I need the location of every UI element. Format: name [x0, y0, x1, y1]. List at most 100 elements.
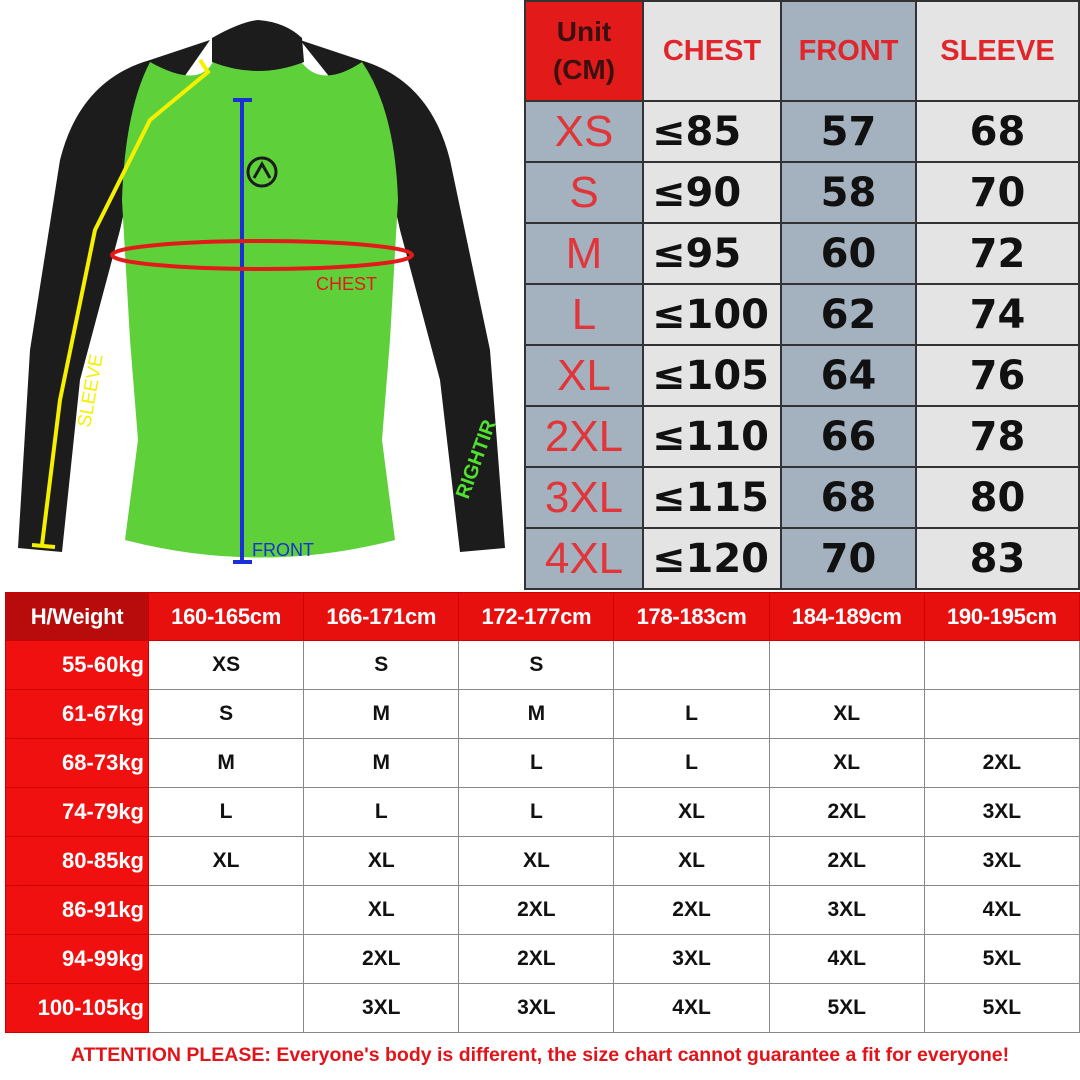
size-cell: 4XL	[524, 527, 644, 590]
fit-size-cell: 2XL	[923, 738, 1080, 788]
height-header: 178-183cm	[613, 592, 770, 641]
chest-label: CHEST	[316, 274, 377, 294]
chest-line	[110, 239, 414, 271]
size-row: XS ≤85 57 68	[524, 100, 1080, 163]
fit-size-cell: XL	[303, 836, 460, 886]
fit-size-cell	[147, 934, 305, 984]
fit-size-cell: L	[458, 738, 615, 788]
left-sleeve	[18, 40, 210, 552]
fit-size-cell: 3XL	[923, 787, 1080, 837]
chest-cell: ≤120	[642, 527, 782, 590]
size-cell: L	[524, 283, 644, 346]
weight-header: 55-60kg	[5, 640, 149, 690]
attention-notice: ATTENTION PLEASE: Everyone's body is dif…	[70, 1044, 1010, 1066]
chest-header: CHEST	[642, 0, 782, 102]
fit-size-cell: 5XL	[923, 983, 1080, 1033]
fit-size-cell	[923, 640, 1080, 690]
chest-cell: ≤110	[642, 405, 782, 468]
fit-size-cell: XL	[458, 836, 615, 886]
front-cell: 60	[780, 222, 917, 285]
fit-size-cell: XL	[613, 836, 770, 886]
fit-row: 100-105kg 3XL 3XL 4XL 5XL 5XL	[5, 983, 1080, 1033]
fit-size-cell: M	[147, 738, 305, 788]
sleeve-cell: 83	[915, 527, 1080, 590]
fit-row: 86-91kg XL 2XL 2XL 3XL 4XL	[5, 885, 1080, 935]
shirt-illustration: RIGHTIR SLEEVE FRONT CHEST	[18, 20, 505, 564]
fit-size-cell: XS	[147, 640, 305, 690]
size-row: 4XL ≤120 70 83	[524, 527, 1080, 590]
size-row: 2XL ≤110 66 78	[524, 405, 1080, 468]
fit-size-cell: L	[458, 787, 615, 837]
sleeve-cell: 68	[915, 100, 1080, 163]
height-header: 184-189cm	[768, 592, 925, 641]
weight-header: 74-79kg	[5, 787, 149, 837]
fit-size-cell: S	[303, 640, 460, 690]
fit-size-cell: 3XL	[613, 934, 770, 984]
height-header: 160-165cm	[147, 592, 305, 641]
fit-size-cell: 2XL	[768, 787, 925, 837]
fit-row: 94-99kg 2XL 2XL 3XL 4XL 5XL	[5, 934, 1080, 984]
chest-cell: ≤100	[642, 283, 782, 346]
size-cell: XS	[524, 100, 644, 163]
weight-header: 100-105kg	[5, 983, 149, 1033]
front-label: FRONT	[252, 540, 314, 560]
size-cell: 3XL	[524, 466, 644, 529]
weight-header: 68-73kg	[5, 738, 149, 788]
fit-table-header: H/Weight 160-165cm 166-171cm 172-177cm 178-…	[5, 592, 1080, 641]
size-measurement-table: Unit (CM) CHEST FRONT SLEEVE XS ≤85 57 68 S ≤…	[524, 0, 1080, 590]
fit-size-cell: M	[303, 738, 460, 788]
fit-size-cell: 2XL	[768, 836, 925, 886]
size-row: XL ≤105 64 76	[524, 344, 1080, 407]
fit-size-cell: 2XL	[458, 934, 615, 984]
fit-size-cell: 4XL	[768, 934, 925, 984]
fit-size-cell: 4XL	[923, 885, 1080, 935]
fit-size-cell: XL	[768, 738, 925, 788]
fit-size-cell: L	[303, 787, 460, 837]
fit-size-cell: L	[613, 689, 770, 739]
weight-header: 61-67kg	[5, 689, 149, 739]
right-sleeve	[300, 40, 505, 552]
fit-size-cell: XL	[303, 885, 460, 935]
chest-cell: ≤85	[642, 100, 782, 163]
size-cell: S	[524, 161, 644, 224]
height-header: 190-195cm	[923, 592, 1080, 641]
weight-header: 80-85kg	[5, 836, 149, 886]
height-weight-fit-table: H/Weight 160-165cm 166-171cm 172-177cm 178-…	[5, 592, 1080, 1033]
fit-size-cell: 2XL	[303, 934, 460, 984]
chest-cell: ≤115	[642, 466, 782, 529]
fit-size-cell: L	[613, 738, 770, 788]
front-cell: 58	[780, 161, 917, 224]
fit-row: 74-79kg L L L XL 2XL 3XL	[5, 787, 1080, 837]
height-header: 172-177cm	[458, 592, 615, 641]
front-cell: 70	[780, 527, 917, 590]
front-cell: 68	[780, 466, 917, 529]
front-cell: 64	[780, 344, 917, 407]
fit-size-cell: S	[147, 689, 305, 739]
fit-size-cell: 2XL	[613, 885, 770, 935]
size-cell: M	[524, 222, 644, 285]
size-row: L ≤100 62 74	[524, 283, 1080, 346]
fit-size-cell	[147, 885, 305, 935]
front-cell: 66	[780, 405, 917, 468]
fit-size-cell: 5XL	[768, 983, 925, 1033]
size-row: 3XL ≤115 68 80	[524, 466, 1080, 529]
size-row: S ≤90 58 70	[524, 161, 1080, 224]
fit-size-cell: XL	[613, 787, 770, 837]
size-row: M ≤95 60 72	[524, 222, 1080, 285]
size-cell: XL	[524, 344, 644, 407]
size-table-header: Unit (CM) CHEST FRONT SLEEVE	[524, 0, 1080, 102]
sleeve-cell: 80	[915, 466, 1080, 529]
collar	[212, 20, 304, 71]
corner-header: H/Weight	[5, 592, 149, 641]
sleeve-cell: 72	[915, 222, 1080, 285]
sleeve-header: SLEEVE	[915, 0, 1080, 102]
fit-row: 55-60kg XS S S	[5, 640, 1080, 690]
fit-size-cell	[923, 689, 1080, 739]
fit-size-cell: L	[147, 787, 305, 837]
fit-size-cell: 3XL	[768, 885, 925, 935]
weight-header: 86-91kg	[5, 885, 149, 935]
height-header: 166-171cm	[303, 592, 460, 641]
sleeve-line	[40, 58, 211, 546]
weight-header: 94-99kg	[5, 934, 149, 984]
fit-row: 61-67kg S M M L XL	[5, 689, 1080, 739]
